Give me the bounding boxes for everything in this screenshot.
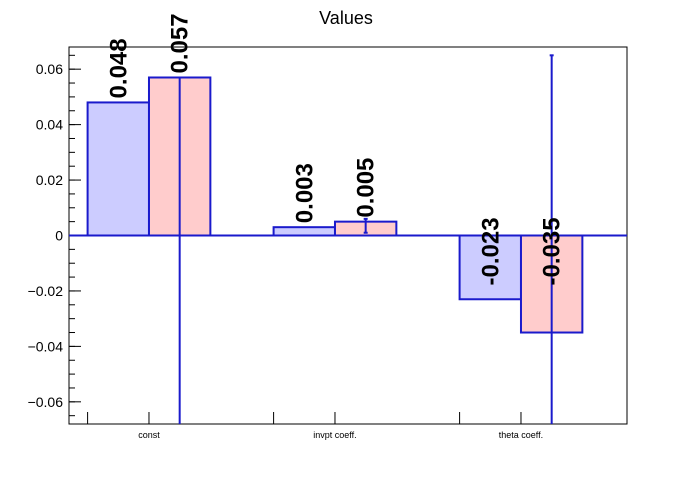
value-label: -0.035 [539, 217, 566, 285]
bar [86, 101, 150, 237]
value-label: -0.023 [477, 217, 504, 285]
y-tick-label: −0.06 [28, 394, 64, 410]
y-tick-label: 0.02 [36, 172, 63, 188]
chart-title: Values [319, 8, 373, 28]
y-tick-label: 0.04 [36, 117, 63, 133]
plot-area: 0.06 0.04 0.02 0 −0.02 −0.04 −0.06 const invpt c… [28, 13, 628, 440]
value-label: 0.048 [105, 38, 132, 98]
y-tick-label: 0 [55, 228, 63, 244]
y-tick-label: 0.06 [36, 61, 63, 77]
category-label: invpt coeff. [313, 430, 356, 440]
bar [272, 226, 336, 237]
y-tick-label: −0.04 [28, 338, 64, 354]
y-tick-label: −0.02 [28, 283, 64, 299]
category-label: theta coeff. [499, 430, 543, 440]
category-label: const [138, 430, 160, 440]
value-label: 0.057 [167, 13, 194, 73]
value-label: 0.005 [353, 158, 380, 218]
value-label: 0.003 [291, 163, 318, 223]
